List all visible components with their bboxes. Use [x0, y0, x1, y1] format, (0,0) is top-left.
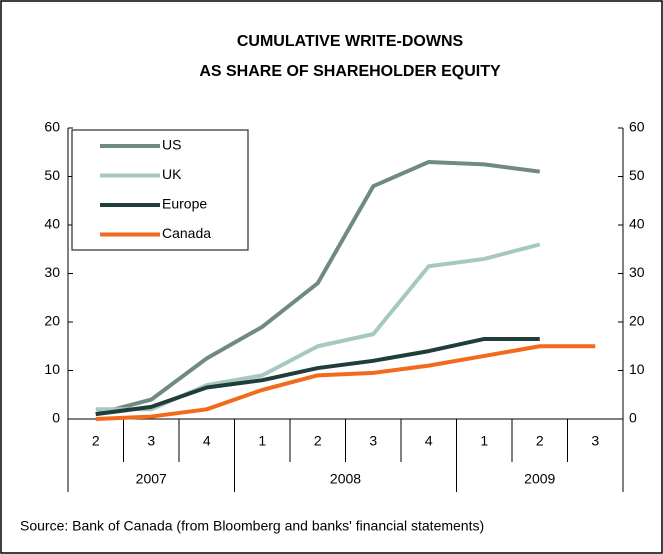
legend-box [71, 129, 249, 251]
y2-tick-label: 60 [629, 119, 645, 135]
series-line [95, 344, 596, 421]
x-tick-label: 1 [258, 433, 266, 449]
x-tick-label: 3 [147, 433, 155, 449]
legend-label: UK [162, 166, 182, 182]
x-tick-label: 2 [314, 433, 322, 449]
y-tick-label: 30 [44, 264, 60, 280]
chart-title: CUMULATIVE WRITE-DOWNS [237, 33, 464, 50]
y2-tick-label: 40 [629, 216, 645, 232]
y-tick-label: 10 [44, 361, 60, 377]
y-tick-label: 20 [44, 313, 60, 329]
series-line [95, 336, 540, 417]
x-tick-label: 1 [480, 433, 488, 449]
y2-tick-label: 20 [629, 313, 645, 329]
x-tick-label: 3 [369, 433, 377, 449]
source-note: Source: Bank of Canada (from Bloomberg a… [20, 518, 484, 534]
year-label: 2007 [136, 471, 167, 487]
legend-label: US [162, 137, 181, 153]
series-line [95, 159, 541, 417]
year-label: 2009 [524, 471, 555, 487]
y-tick-label: 40 [44, 216, 60, 232]
x-tick-label: 4 [425, 433, 433, 449]
y-tick-label: 50 [44, 167, 60, 183]
y2-tick-label: 50 [629, 167, 645, 183]
year-label: 2008 [330, 471, 361, 487]
y2-tick-label: 0 [629, 410, 637, 426]
x-tick-label: 2 [92, 433, 100, 449]
x-tick-label: 3 [591, 433, 599, 449]
legend-label: Canada [162, 225, 211, 241]
chart-title: AS SHARE OF SHAREHOLDER EQUITY [199, 63, 501, 80]
y-tick-label: 60 [44, 119, 60, 135]
legend-label: Europe [162, 196, 207, 212]
y-tick-label: 0 [52, 410, 60, 426]
y2-tick-label: 30 [629, 264, 645, 280]
x-tick-label: 4 [203, 433, 211, 449]
x-tick-label: 2 [536, 433, 544, 449]
y2-tick-label: 10 [629, 361, 645, 377]
